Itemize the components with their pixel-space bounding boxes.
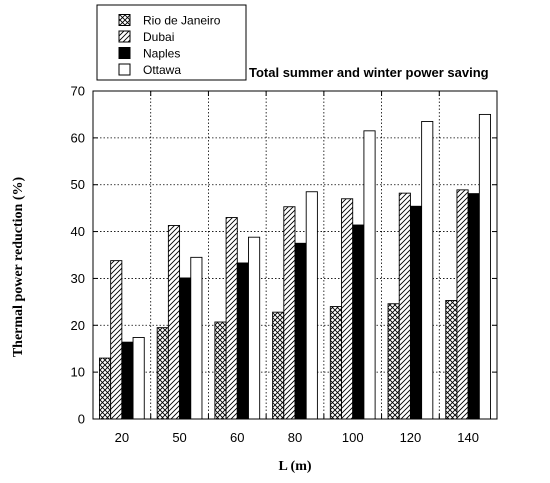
bar-rio-de-janeiro-100 — [329, 306, 342, 420]
y-tick-label: 70 — [71, 84, 85, 99]
legend: Rio de Janeiro Dubai Naples Ottawa — [96, 4, 247, 81]
bar-ottawa-120 — [421, 121, 434, 420]
bar-dubai-50 — [167, 225, 181, 420]
x-tick-label: 140 — [457, 430, 479, 445]
bar-rio-de-janeiro-140 — [445, 300, 458, 420]
legend-label: Dubai — [143, 30, 174, 44]
bar-dubai-100 — [341, 198, 354, 420]
bar-ottawa-60 — [248, 236, 261, 420]
x-tick-label: 120 — [400, 430, 422, 445]
y-tick-label: 40 — [71, 224, 85, 239]
y-tick-label: 60 — [71, 130, 85, 145]
y-tick-label: 20 — [71, 318, 85, 333]
legend-label: Ottawa — [143, 63, 181, 77]
y-tick-label: 10 — [71, 365, 85, 380]
bar-dubai-80 — [283, 206, 296, 420]
bar-naples-80 — [294, 242, 307, 420]
legend-swatch — [118, 14, 131, 26]
legend-swatch — [118, 63, 131, 76]
bar-naples-100 — [352, 224, 365, 420]
y-tick-label: 30 — [71, 271, 85, 286]
plot-frame — [92, 90, 498, 420]
bar-rio-de-janeiro-50 — [156, 327, 169, 420]
bar-rio-de-janeiro-120 — [387, 303, 400, 420]
bar-ottawa-100 — [363, 130, 376, 420]
bar-naples-20 — [121, 341, 134, 420]
bar-ottawa-140 — [478, 113, 491, 420]
legend-label: Rio de Janeiro — [143, 14, 221, 28]
chart-title: Total summer and winter power saving — [249, 65, 489, 80]
bar-ottawa-20 — [132, 337, 145, 420]
axis-ticks: 0 10 20 30 40 50 60 70 20 50 60 80 100 120 140 — [71, 84, 497, 445]
bar-ottawa-80 — [305, 191, 318, 420]
legend-swatch — [118, 30, 131, 43]
x-tick-label: 100 — [342, 430, 364, 445]
x-tick-label: 80 — [288, 430, 302, 445]
bar-rio-de-janeiro-80 — [272, 311, 285, 420]
bar-dubai-120 — [398, 192, 411, 420]
y-tick-label: 0 — [78, 412, 85, 427]
bar-rio-de-janeiro-60 — [214, 321, 227, 420]
bar-dubai-20 — [110, 260, 123, 420]
bar-dubai-140 — [456, 189, 469, 420]
y-axis-label: Thermal power reduction (%) — [11, 177, 26, 358]
legend-swatch — [118, 47, 131, 59]
bar-ottawa-50 — [190, 256, 203, 420]
bars — [99, 113, 491, 420]
bar-naples-120 — [409, 205, 423, 420]
x-tick-label: 60 — [230, 430, 244, 445]
bar-rio-de-janeiro-20 — [99, 357, 112, 420]
x-tick-label: 20 — [115, 430, 129, 445]
bar-naples-140 — [467, 193, 480, 420]
legend-label: Naples — [143, 47, 180, 61]
x-axis-label: L (m) — [278, 459, 311, 474]
bar-dubai-60 — [225, 217, 238, 420]
bar-naples-50 — [179, 277, 192, 420]
y-tick-label: 50 — [71, 177, 85, 192]
bar-naples-60 — [236, 262, 249, 420]
x-tick-label: 50 — [172, 430, 186, 445]
